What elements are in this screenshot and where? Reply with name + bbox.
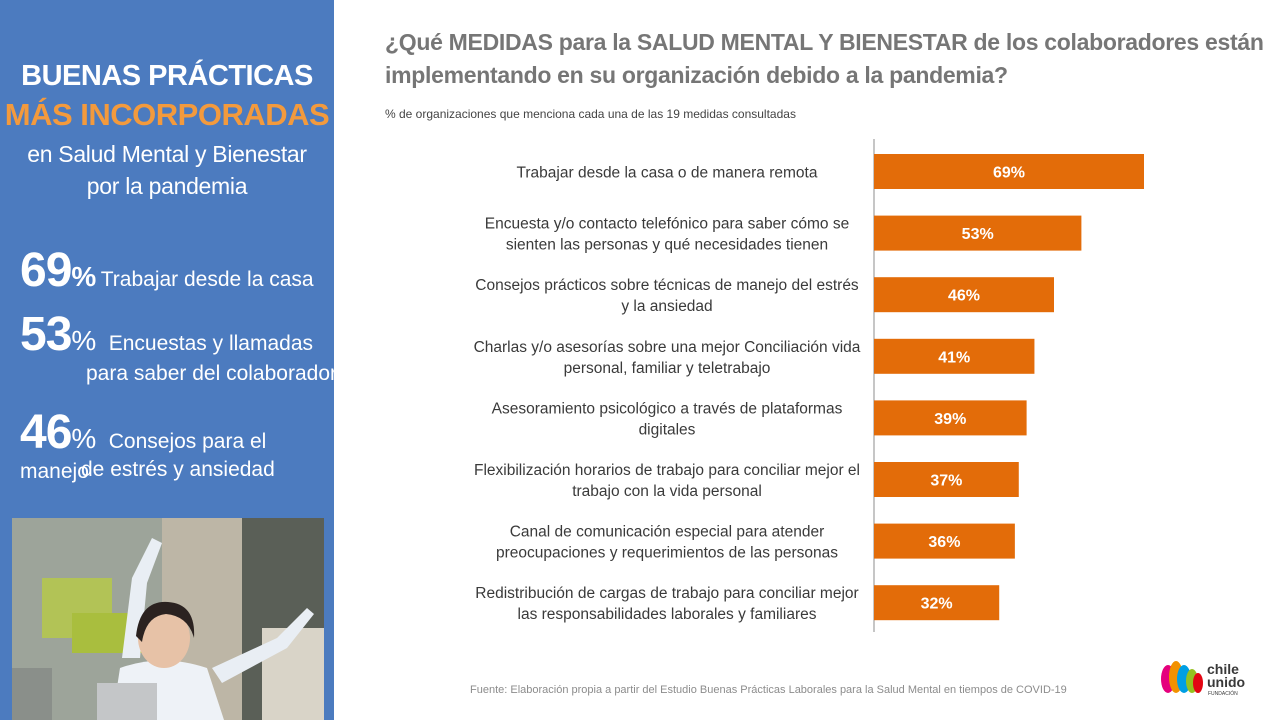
category-label: y la ansiedad xyxy=(621,298,712,315)
bar xyxy=(874,400,1027,436)
category-label: digitales xyxy=(639,421,696,438)
category-label: sienten las personas y qué necesidades t… xyxy=(506,237,828,254)
stat-text: Encuestas y llamadas xyxy=(108,332,314,355)
bar-data-label: 41% xyxy=(938,349,970,366)
bar-data-label: 46% xyxy=(948,288,980,305)
category-label: Flexibilización horarios de trabajo para… xyxy=(474,462,860,479)
stat-value: 53 xyxy=(20,308,72,361)
stat-2: 53% Encuestas y llamadas xyxy=(20,307,313,362)
stat-value: 69 xyxy=(20,244,72,297)
bar-data-label: 37% xyxy=(930,473,962,490)
chile-unido-logo: chile unido FUNDACIÓN xyxy=(1161,661,1245,697)
stat-value: 46 xyxy=(20,406,72,459)
bar-data-label: 69% xyxy=(993,165,1025,182)
category-label: las responsabilidades laborales y famili… xyxy=(518,606,817,623)
category-label: Charlas y/o asesorías sobre una mejor Co… xyxy=(474,339,861,356)
left-panel: BUENAS PRÁCTICAS MÁS INCORPORADAS en Sal… xyxy=(0,0,337,720)
stat-text-line2: para saber del colaborador xyxy=(86,362,337,385)
category-label: preocupaciones y requerimientos de las p… xyxy=(496,545,838,562)
logo-text-line2: unido xyxy=(1207,674,1245,690)
stat-1: 69% Trabajar desde la casa xyxy=(20,243,314,298)
woman-stretching-photo xyxy=(12,518,324,720)
panel-title-highlight: MÁS INCORPORADAS xyxy=(4,97,330,132)
bar-data-label: 53% xyxy=(962,226,994,243)
stat-3: 46% Consejos para el manejo xyxy=(20,405,334,484)
chart-title-line1: ¿Qué MEDIDAS para la SALUD MENTAL Y BIEN… xyxy=(385,29,1264,55)
bar xyxy=(874,154,1144,189)
category-label: Encuesta y/o contacto telefónico para sa… xyxy=(485,216,849,233)
stat-text: Trabajar desde la casa xyxy=(100,268,314,291)
bar xyxy=(874,523,1015,559)
stat-text-line2: de estrés y ansiedad xyxy=(81,458,275,481)
logo-text-line3: FUNDACIÓN xyxy=(1208,690,1238,697)
source-footer: Fuente: Elaboración propia a partir del … xyxy=(470,684,1067,696)
bar-data-label: 32% xyxy=(921,596,953,613)
bar xyxy=(874,215,1082,251)
category-label: Asesoramiento psicológico a través de pl… xyxy=(492,400,843,417)
panel-subtitle-line2: por la pandemia xyxy=(86,173,248,199)
bar-data-label: 39% xyxy=(934,411,966,428)
category-label: trabajo con la vida personal xyxy=(572,483,762,500)
bar xyxy=(874,585,1000,621)
stat-percent-sign: % xyxy=(71,261,97,292)
logo-text-line1: chile xyxy=(1207,661,1239,677)
panel-subtitle-line1: en Salud Mental y Bienestar xyxy=(27,141,307,167)
bar-data-label: 36% xyxy=(928,534,960,551)
bar xyxy=(874,338,1035,374)
category-label: Trabajar desde la casa o de manera remot… xyxy=(517,165,818,182)
chart-title-line2: implementando en su organización debido … xyxy=(385,62,1008,88)
category-label: Consejos prácticos sobre técnicas de man… xyxy=(475,277,859,294)
bar xyxy=(874,277,1054,313)
category-label: personal, familiar y teletrabajo xyxy=(564,360,771,377)
stat-percent-sign: % xyxy=(71,423,97,454)
bar xyxy=(874,462,1019,497)
stat-percent-sign: % xyxy=(71,325,97,356)
category-label: Redistribución de cargas de trabajo para… xyxy=(475,585,858,602)
category-label: Canal de comunicación especial para aten… xyxy=(510,524,825,541)
chart-title: ¿Qué MEDIDAS para la SALUD MENTAL Y BIEN… xyxy=(385,26,1265,92)
chart-subtitle: % de organizaciones que menciona cada un… xyxy=(385,107,796,121)
stat-text: Consejos para el manejo xyxy=(20,430,267,483)
panel-title: BUENAS PRÁCTICAS xyxy=(21,60,313,92)
